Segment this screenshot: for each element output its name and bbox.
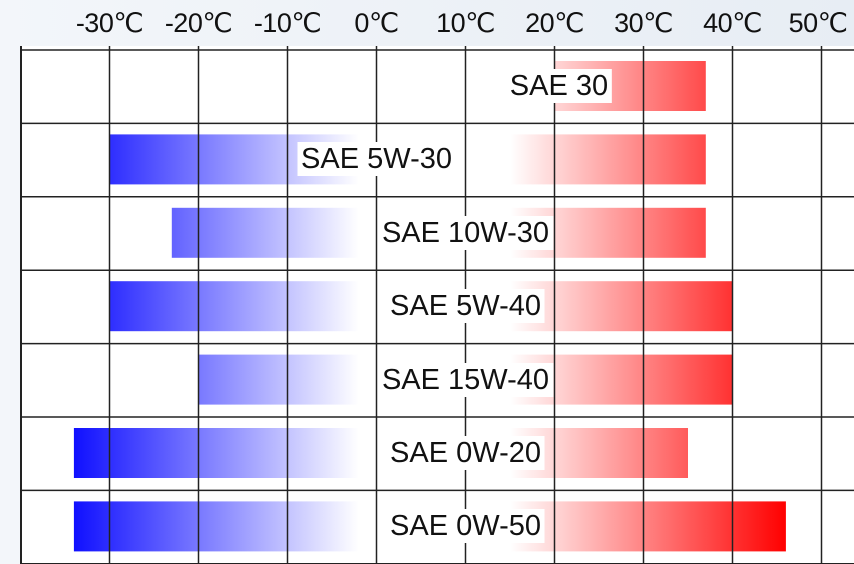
x-tick-label: -20℃ <box>164 8 233 38</box>
x-tick-label: 20℃ <box>525 8 584 38</box>
x-tick-label: 30℃ <box>614 8 673 38</box>
bar-cold-segment <box>73 501 359 552</box>
bar-label: SAE 0W-50 <box>386 509 545 544</box>
plot-area: SAE 30 SAE 5W-30 SAE 10W-30 SAE 5W-40 SAE 15… <box>20 46 854 564</box>
bar-hot-segment <box>510 501 786 552</box>
bar-cold-segment <box>171 207 359 258</box>
x-axis-tick-labels: -30℃ -20℃ -10℃ 0℃ 10℃ 20℃ 30℃ 40℃ 50℃ <box>0 0 854 46</box>
x-tick-label: 10℃ <box>436 8 495 38</box>
x-tick-label: -30℃ <box>75 8 144 38</box>
bar-label: SAE 30 <box>505 69 613 103</box>
bar-label: SAE 15W-40 <box>377 362 554 397</box>
bar-cold-segment <box>109 281 359 332</box>
bar-label: SAE 10W-30 <box>377 215 554 250</box>
bar-label: SAE 0W-20 <box>386 436 545 470</box>
bar-hot-segment <box>510 281 733 332</box>
x-tick-label: 0℃ <box>354 8 399 38</box>
x-tick-label: -10℃ <box>253 8 322 38</box>
bar-label: SAE 5W-40 <box>386 289 545 324</box>
x-tick-label: 50℃ <box>788 8 848 38</box>
bar-label: SAE 5W-30 <box>297 142 456 177</box>
bar-cold-segment <box>73 428 359 478</box>
bar-cold-segment <box>198 354 359 405</box>
x-tick-label: 40℃ <box>703 8 762 38</box>
bar-hot-segment <box>510 134 706 185</box>
